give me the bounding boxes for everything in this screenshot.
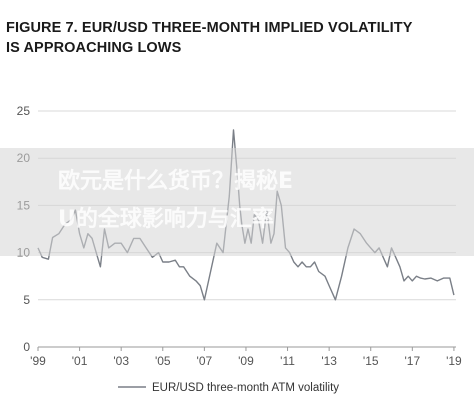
x-tick-label: '01 (72, 354, 88, 368)
legend: EUR/USD three-month ATM volatility (118, 382, 339, 394)
watermark-overlay: 欧元是什么货币？揭秘E U的全球影响力与汇率 (0, 148, 474, 256)
x-tick-label: '03 (113, 354, 129, 368)
x-tick-label: '05 (155, 354, 171, 368)
x-tick-label: '19 (446, 354, 462, 368)
x-tick-label: '99 (30, 354, 46, 368)
x-tick-label: '13 (321, 354, 337, 368)
watermark-line-1: 欧元是什么货币？揭秘E (58, 168, 293, 194)
y-tick-label: 5 (23, 293, 30, 307)
y-tick-label: 0 (23, 340, 30, 354)
chart-title: FIGURE 7. EUR/USD THREE-MONTH IMPLIED VO… (6, 20, 413, 56)
x-tick-label: '17 (405, 354, 421, 368)
watermark-band (0, 148, 474, 256)
legend-label: EUR/USD three-month ATM volatility (152, 382, 339, 394)
y-tick-label: 25 (17, 104, 31, 118)
x-axis-ticks: '99 '01 '03 '05 '07 '09 '11 '13 '15 '17 '19 (30, 347, 462, 368)
watermark-line-2: U的全球影响力与汇率 (58, 206, 274, 232)
x-tick-label: '15 (363, 354, 379, 368)
x-tick-label: '11 (280, 354, 295, 368)
x-tick-label: '09 (238, 354, 254, 368)
x-tick-label: '07 (197, 354, 213, 368)
